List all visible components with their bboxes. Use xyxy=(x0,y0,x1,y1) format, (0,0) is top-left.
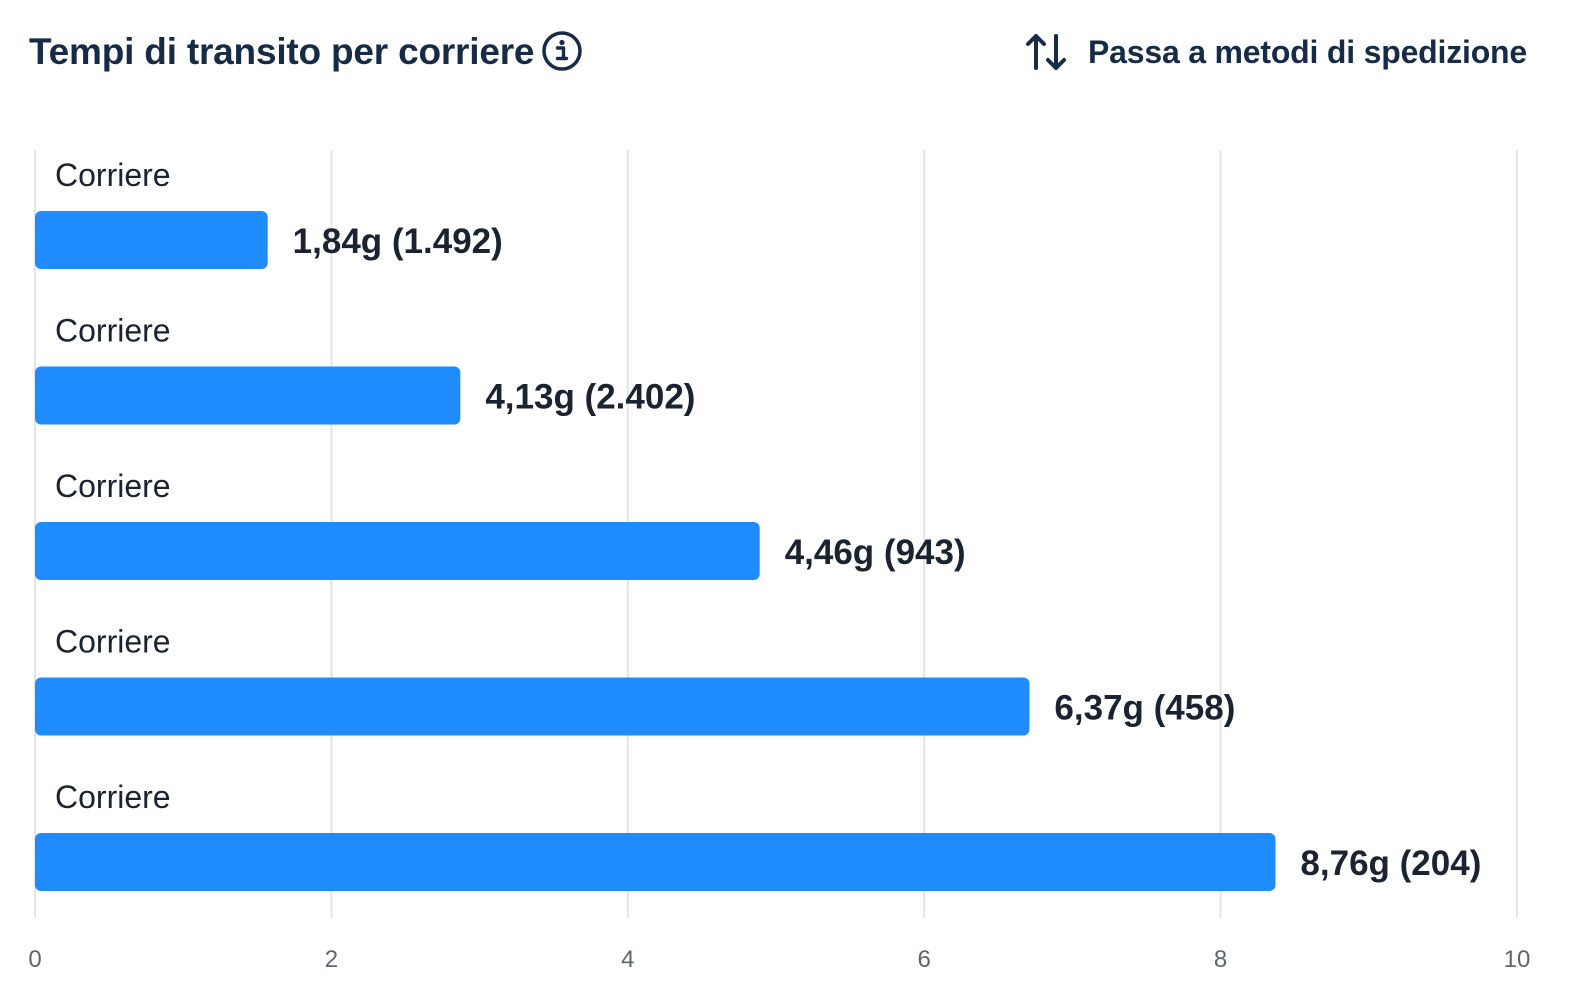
category-label: Corriere xyxy=(55,157,171,193)
bar[interactable] xyxy=(35,833,1276,891)
category-label: Corriere xyxy=(55,468,171,504)
value-label: 4,13g (2.402) xyxy=(485,378,695,417)
value-label: 4,46g (943) xyxy=(785,533,966,572)
switch-label: Passa a metodi di spedizione xyxy=(1088,34,1527,70)
bar[interactable] xyxy=(35,366,461,425)
info-icon[interactable] xyxy=(541,30,583,72)
category-label: Corriere xyxy=(55,779,171,815)
bar[interactable] xyxy=(35,211,268,269)
category-label: Corriere xyxy=(55,313,171,349)
x-axis-ticks: 0 2 4 6 8 10 xyxy=(28,946,1530,973)
x-tick-label: 10 xyxy=(1504,946,1531,973)
chart-title: Tempi di transito per corriere xyxy=(29,31,535,72)
bars: Corriere 1,84g (1.492) Corriere 4,13g (2.40… xyxy=(35,157,1481,891)
value-label: 8,76g (204) xyxy=(1300,844,1481,883)
x-tick-label: 6 xyxy=(918,946,931,973)
switch-to-shipping-methods-button[interactable]: Passa a metodi di spedizione xyxy=(1024,28,1527,76)
value-label: 6,37g (458) xyxy=(1054,689,1235,728)
chart-header: Tempi di transito per corriere Passa a m… xyxy=(0,0,1586,110)
x-tick-label: 4 xyxy=(621,946,634,973)
x-tick-label: 0 xyxy=(28,946,41,973)
value-label: 1,84g (1.492) xyxy=(293,222,503,261)
x-tick-label: 2 xyxy=(325,946,338,973)
swap-vertical-icon xyxy=(1024,30,1068,74)
bar[interactable] xyxy=(35,677,1030,736)
category-label: Corriere xyxy=(55,624,171,660)
bar[interactable] xyxy=(35,522,760,580)
x-tick-label: 8 xyxy=(1214,946,1227,973)
